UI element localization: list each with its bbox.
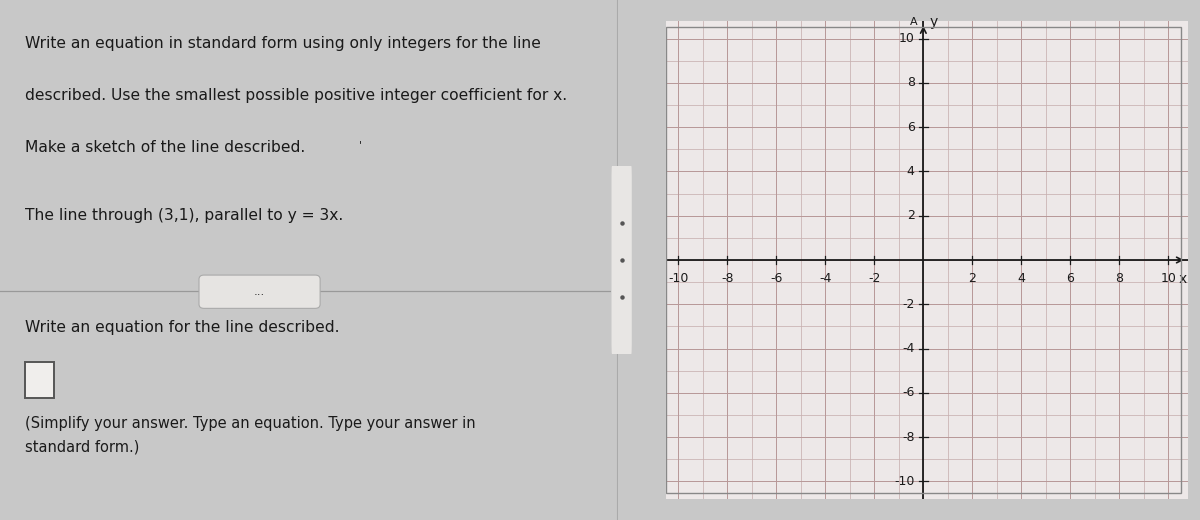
Text: 10: 10 xyxy=(1160,272,1176,285)
Text: ': ' xyxy=(359,140,361,150)
FancyBboxPatch shape xyxy=(25,362,54,398)
Text: 6: 6 xyxy=(1067,272,1074,285)
Text: (Simplify your answer. Type an equation. Type your answer in: (Simplify your answer. Type an equation.… xyxy=(25,416,475,431)
Text: 2: 2 xyxy=(907,209,914,222)
Text: -4: -4 xyxy=(820,272,832,285)
Text: 8: 8 xyxy=(907,76,914,89)
Text: -4: -4 xyxy=(902,342,914,355)
Text: -6: -6 xyxy=(770,272,782,285)
Text: -10: -10 xyxy=(668,272,689,285)
Text: 2: 2 xyxy=(968,272,977,285)
Text: -10: -10 xyxy=(894,475,914,488)
Text: Make a sketch of the line described.: Make a sketch of the line described. xyxy=(25,140,305,155)
Text: -2: -2 xyxy=(902,298,914,311)
Text: 8: 8 xyxy=(1115,272,1123,285)
Text: ...: ... xyxy=(254,285,265,298)
Text: Write an equation in standard form using only integers for the line: Write an equation in standard form using… xyxy=(25,36,540,51)
Text: -2: -2 xyxy=(868,272,881,285)
Text: 4: 4 xyxy=(1018,272,1025,285)
FancyBboxPatch shape xyxy=(611,157,632,363)
Text: -8: -8 xyxy=(721,272,733,285)
Text: 10: 10 xyxy=(899,32,914,45)
Text: Write an equation for the line described.: Write an equation for the line described… xyxy=(25,320,340,335)
Text: y: y xyxy=(930,15,937,29)
Text: The line through (3,1), parallel to y = 3x.: The line through (3,1), parallel to y = … xyxy=(25,208,343,223)
Text: standard form.): standard form.) xyxy=(25,439,139,454)
Text: described. Use the smallest possible positive integer coefficient for x.: described. Use the smallest possible pos… xyxy=(25,88,566,103)
Text: 6: 6 xyxy=(907,121,914,134)
Text: 4: 4 xyxy=(907,165,914,178)
Text: x: x xyxy=(1178,272,1187,286)
Text: -8: -8 xyxy=(902,431,914,444)
Text: A: A xyxy=(910,17,917,27)
FancyBboxPatch shape xyxy=(199,275,320,308)
Text: -6: -6 xyxy=(902,386,914,399)
